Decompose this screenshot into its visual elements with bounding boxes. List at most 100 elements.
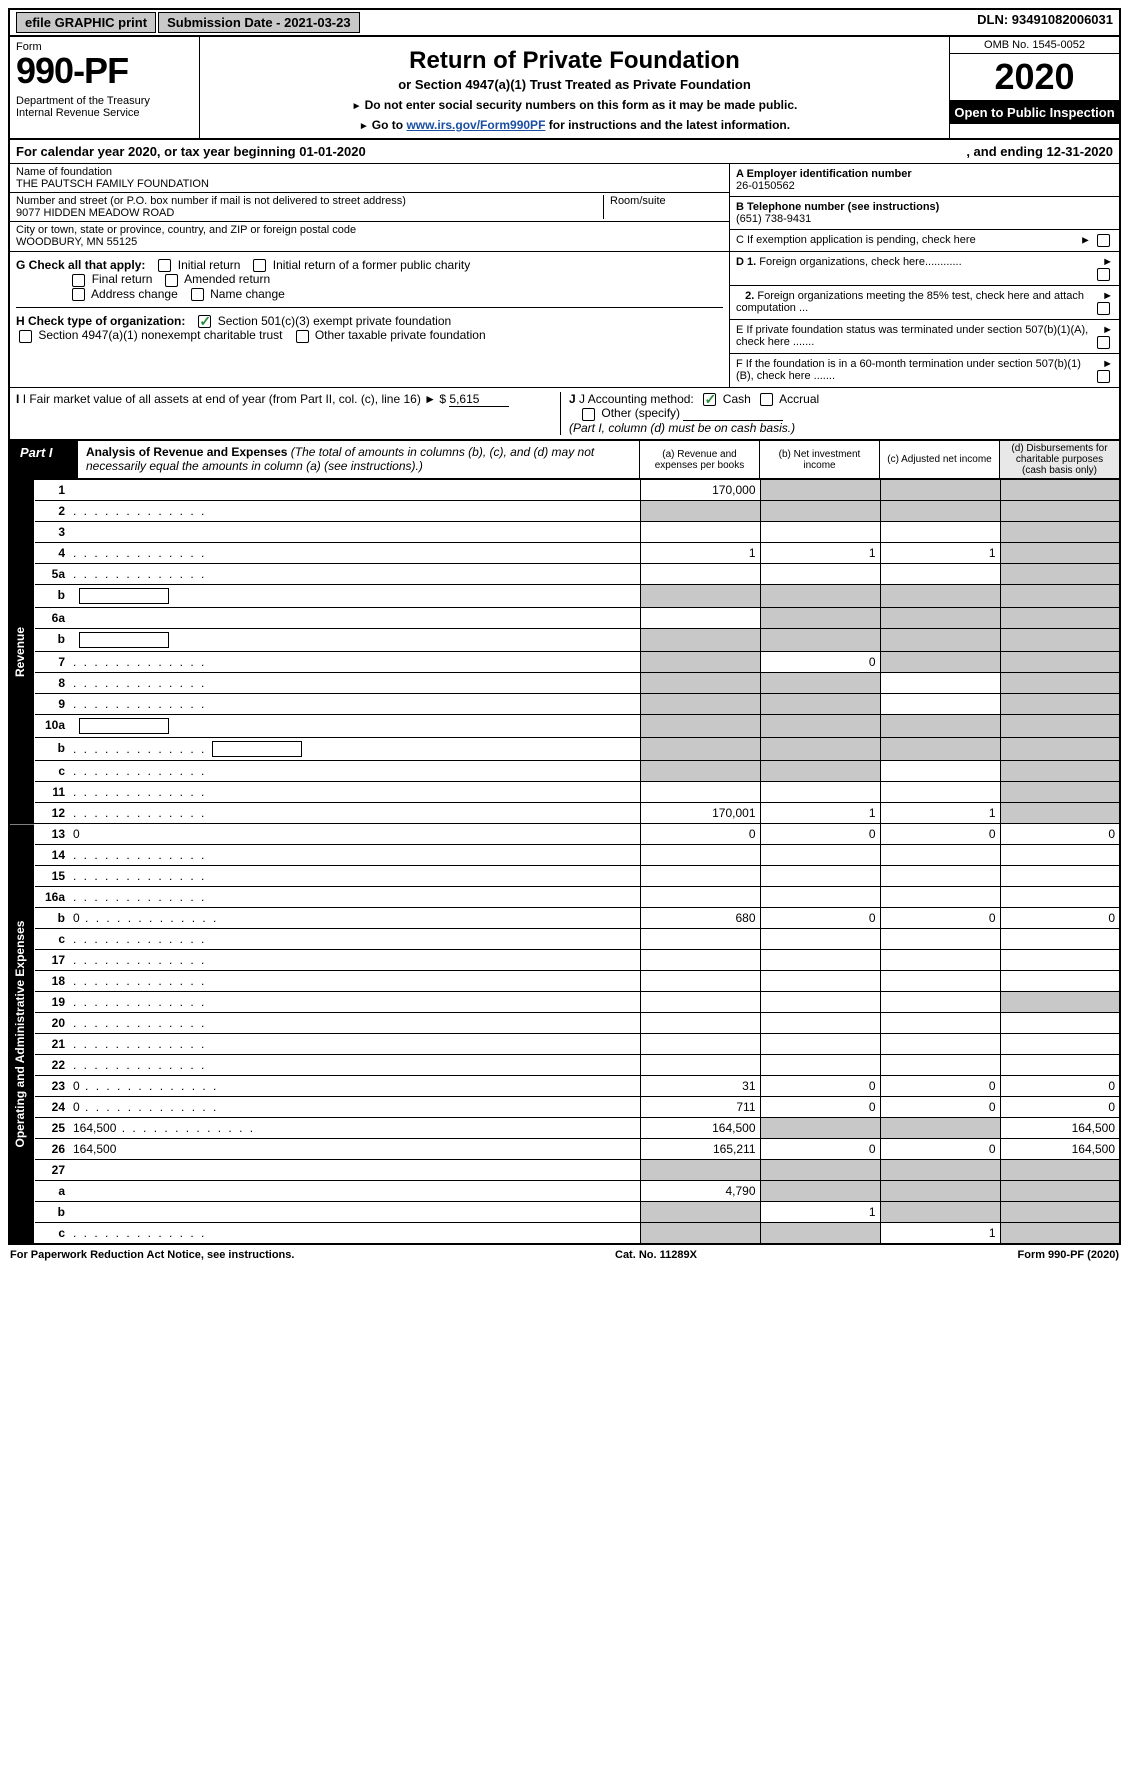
dept: Department of the Treasury Internal Reve… (16, 95, 193, 119)
e-chk[interactable] (1097, 336, 1110, 349)
line-no: 26 (35, 1139, 69, 1160)
line-no: 2 (35, 501, 69, 522)
f-chk[interactable] (1097, 370, 1110, 383)
line-desc: 164,500 (69, 1118, 640, 1139)
value-cell: 170,000 (640, 480, 760, 501)
line-no: 9 (35, 694, 69, 715)
value-cell (1000, 782, 1120, 803)
table-row: 19 (9, 992, 1120, 1013)
g-address-chk[interactable] (72, 288, 85, 301)
i-value: 5,615 (449, 392, 509, 407)
col-b-hdr: (b) Net investment income (759, 441, 879, 478)
value-cell (760, 1223, 880, 1245)
h-other-chk[interactable] (296, 330, 309, 343)
value-cell (1000, 1034, 1120, 1055)
value-cell (640, 694, 760, 715)
submission-btn[interactable]: Submission Date - 2021-03-23 (158, 12, 360, 33)
value-cell (640, 715, 760, 738)
value-cell (640, 522, 760, 543)
value-cell: 0 (880, 908, 1000, 929)
value-cell (1000, 501, 1120, 522)
efile-btn[interactable]: efile GRAPHIC print (16, 12, 156, 33)
line-no: 5a (35, 564, 69, 585)
value-cell: 0 (760, 1097, 880, 1118)
value-cell (1000, 929, 1120, 950)
value-cell: 164,500 (1000, 1118, 1120, 1139)
line-no: 10a (35, 715, 69, 738)
line-no: 11 (35, 782, 69, 803)
value-cell (880, 782, 1000, 803)
d2-chk[interactable] (1097, 302, 1110, 315)
j-other-chk[interactable] (582, 408, 595, 421)
g-o2: Initial return of a former public charit… (273, 258, 470, 272)
line-desc (69, 950, 640, 971)
value-cell: 0 (1000, 908, 1120, 929)
value-cell (1000, 866, 1120, 887)
table-row: 22 (9, 1055, 1120, 1076)
line-desc (69, 585, 640, 608)
g-initial-former-chk[interactable] (253, 259, 266, 272)
value-cell (640, 1055, 760, 1076)
g-initial-chk[interactable] (158, 259, 171, 272)
g-final-chk[interactable] (72, 274, 85, 287)
table-row: b (9, 585, 1120, 608)
h-501c3-chk[interactable] (198, 315, 211, 328)
value-cell (1000, 803, 1120, 824)
line-no: 20 (35, 1013, 69, 1034)
table-row: 20 (9, 1013, 1120, 1034)
addr-label: Number and street (or P.O. box number if… (16, 195, 406, 207)
line-no: 19 (35, 992, 69, 1013)
line-desc (69, 1223, 640, 1245)
value-cell: 1 (760, 543, 880, 564)
inst2-pre: Go to (372, 118, 407, 132)
value-cell (880, 564, 1000, 585)
value-cell (760, 673, 880, 694)
j-note: (Part I, column (d) must be on cash basi… (569, 421, 795, 435)
value-cell (1000, 1181, 1120, 1202)
value-cell (880, 585, 1000, 608)
value-cell (1000, 652, 1120, 673)
value-cell (760, 1181, 880, 1202)
value-cell: 0 (880, 1076, 1000, 1097)
line-no: b (35, 585, 69, 608)
value-cell: 0 (760, 1076, 880, 1097)
c-checkbox[interactable] (1097, 234, 1110, 247)
value-cell (880, 738, 1000, 761)
phone-label: B Telephone number (see instructions) (736, 201, 939, 213)
h-4947-chk[interactable] (19, 330, 32, 343)
h-o3: Other taxable private foundation (315, 328, 486, 342)
value-cell: 0 (640, 824, 760, 845)
d1-chk[interactable] (1097, 268, 1110, 281)
value-cell (760, 782, 880, 803)
value-cell (1000, 715, 1120, 738)
value-cell (1000, 522, 1120, 543)
value-cell (760, 971, 880, 992)
line-desc (69, 715, 640, 738)
line-no: 21 (35, 1034, 69, 1055)
j-accrual-chk[interactable] (760, 393, 773, 406)
line-no: 24 (35, 1097, 69, 1118)
line-desc (69, 738, 640, 761)
value-cell (640, 1034, 760, 1055)
f: F If the foundation is in a 60-month ter… (736, 358, 1089, 382)
g-name-chk[interactable] (191, 288, 204, 301)
value-cell (880, 1034, 1000, 1055)
line-desc: 0 (69, 1097, 640, 1118)
line-desc (69, 803, 640, 824)
line-no: 17 (35, 950, 69, 971)
omb: OMB No. 1545-0052 (950, 37, 1119, 54)
irs-link[interactable]: www.irs.gov/Form990PF (406, 118, 545, 132)
table-row: 23031000 (9, 1076, 1120, 1097)
value-cell (880, 1181, 1000, 1202)
value-cell: 0 (760, 652, 880, 673)
value-cell (640, 971, 760, 992)
table-row: 17 (9, 950, 1120, 971)
g-amended-chk[interactable] (165, 274, 178, 287)
ij-block: I I Fair market value of all assets at e… (8, 388, 1121, 441)
value-cell: 31 (640, 1076, 760, 1097)
value-cell: 711 (640, 1097, 760, 1118)
j-cash-chk[interactable] (703, 393, 716, 406)
j-label: J Accounting method: (579, 392, 694, 406)
value-cell (640, 866, 760, 887)
value-cell (760, 715, 880, 738)
